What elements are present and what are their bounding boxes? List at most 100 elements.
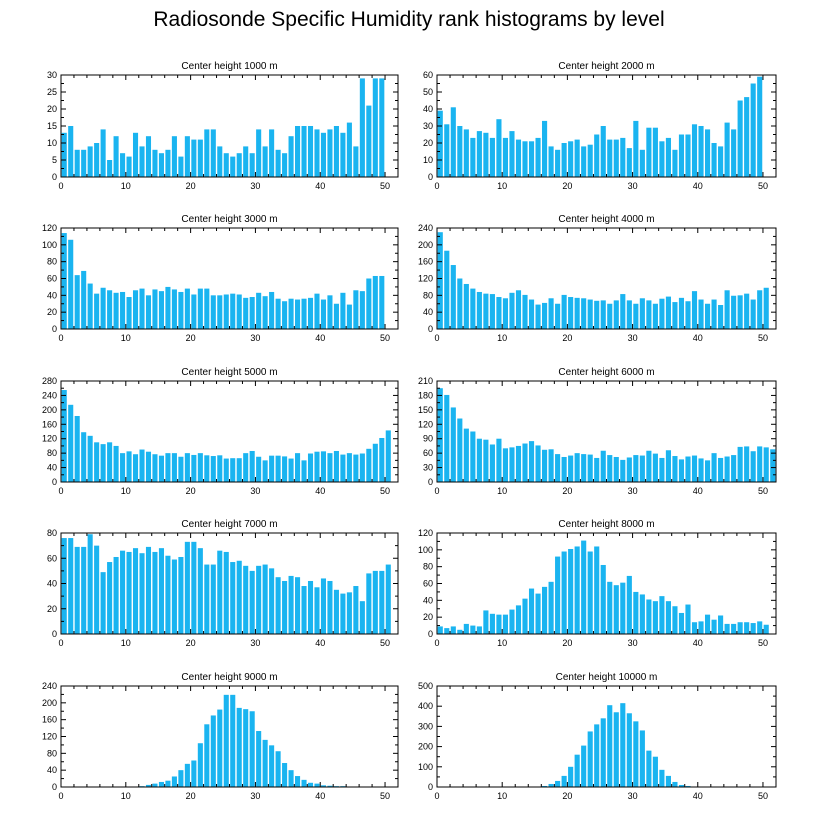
bar: [522, 443, 528, 482]
bar: [685, 785, 691, 787]
bar: [457, 418, 463, 482]
bar: [333, 303, 339, 329]
bar: [600, 718, 606, 787]
x-tick-label: 20: [186, 181, 196, 191]
bar: [711, 619, 717, 634]
bar: [698, 621, 704, 635]
bar: [750, 623, 756, 634]
x-tick-label: 50: [758, 486, 768, 496]
bar: [594, 546, 600, 634]
bar: [372, 275, 378, 329]
bar: [178, 770, 184, 787]
bar: [191, 541, 197, 634]
bar: [522, 598, 528, 634]
bar: [607, 139, 613, 177]
bar: [217, 146, 223, 177]
bar: [307, 126, 314, 177]
bar: [639, 149, 645, 177]
bar: [685, 456, 691, 482]
x-tick-label: 30: [628, 791, 638, 801]
bar: [314, 293, 320, 329]
bar: [327, 295, 333, 329]
x-tick-label: 30: [628, 181, 638, 191]
bar: [555, 780, 561, 787]
bar: [120, 153, 126, 177]
y-tick-label: 500: [418, 681, 433, 691]
bar: [197, 139, 203, 177]
bar: [757, 621, 763, 635]
bar: [607, 581, 613, 634]
bar: [113, 445, 119, 482]
bar: [542, 449, 548, 482]
bar: [626, 300, 632, 329]
bar: [288, 298, 294, 329]
bar: [574, 754, 580, 787]
bar: [359, 78, 365, 177]
bar: [81, 546, 87, 634]
bar: [165, 555, 171, 634]
bar: [437, 388, 443, 482]
bar: [81, 270, 87, 329]
y-tick-label: 120: [418, 528, 433, 538]
bar: [444, 628, 450, 634]
bar: [126, 156, 132, 177]
bar: [678, 134, 685, 177]
bar: [502, 137, 509, 177]
bar: [737, 295, 743, 329]
chart-panel-9: Center height 9000 m 0 10 20 30 40 50 0 40 80 120 1…: [42, 672, 399, 801]
bar: [314, 451, 320, 482]
x-tick-label: 10: [497, 638, 507, 648]
bar: [94, 545, 100, 635]
bar: [652, 601, 658, 634]
bar: [295, 577, 301, 634]
bar: [763, 287, 769, 329]
bar: [282, 763, 288, 787]
bar: [152, 551, 158, 634]
y-tick-label: 150: [418, 405, 433, 415]
bar: [243, 146, 249, 177]
chart-panel-5: Center height 5000 m 0 10 20 30 40 50 0 40 80 120 1…: [42, 367, 399, 496]
bar: [665, 775, 671, 787]
bar: [568, 455, 574, 482]
bar: [496, 614, 502, 634]
bar: [665, 450, 671, 482]
bar: [724, 122, 730, 177]
y-tick-label: 80: [47, 748, 57, 758]
bar: [68, 538, 74, 634]
bar: [652, 756, 658, 787]
y-tick-label: 120: [42, 434, 57, 444]
bar: [230, 562, 236, 634]
bar: [217, 709, 223, 787]
y-tick-label: 0: [428, 629, 433, 639]
bar: [269, 745, 275, 787]
bar: [626, 148, 632, 177]
bar: [307, 580, 314, 634]
bar: [737, 100, 743, 177]
y-tick-label: 120: [42, 223, 57, 233]
bar: [561, 294, 567, 329]
bar: [249, 153, 255, 177]
bar: [107, 562, 113, 634]
bar: [327, 129, 333, 177]
x-tick-label: 40: [315, 791, 325, 801]
y-tick-label: 120: [418, 419, 433, 429]
x-tick-label: 40: [315, 333, 325, 343]
y-tick-label: 80: [423, 290, 433, 300]
bar: [646, 599, 652, 634]
y-tick-label: 5: [52, 155, 57, 165]
bar: [171, 559, 177, 634]
bar: [171, 776, 177, 787]
bar: [522, 294, 528, 329]
chart-panel-2: Center height 2000 m 0 10 20 30 40 50 0 10 20 30 40…: [423, 61, 777, 191]
y-tick-label: 40: [47, 463, 57, 473]
x-tick-label: 20: [562, 486, 572, 496]
bar: [626, 575, 632, 634]
bar: [757, 290, 763, 329]
bar: [646, 127, 652, 177]
bar: [366, 448, 372, 482]
bar: [236, 560, 242, 634]
bar: [515, 445, 522, 482]
bar: [483, 439, 489, 482]
x-tick-label: 0: [434, 791, 439, 801]
bar: [718, 146, 724, 177]
